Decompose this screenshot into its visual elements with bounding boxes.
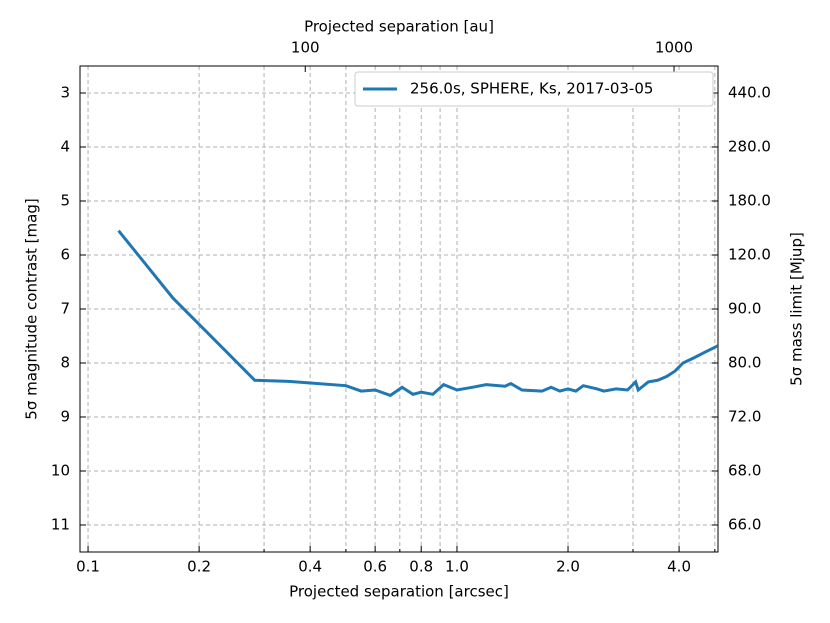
y2-tick-label: 120.0 bbox=[728, 246, 771, 264]
x2-axis-label: Projected separation [au] bbox=[304, 18, 494, 36]
y-tick-label: 6 bbox=[60, 246, 70, 264]
x-tick-label: 0.8 bbox=[409, 558, 433, 576]
x-tick-label: 0.2 bbox=[187, 558, 211, 576]
legend-box bbox=[354, 71, 714, 107]
x-tick-label: 4.0 bbox=[667, 558, 691, 576]
y2-tick-label: 440.0 bbox=[728, 84, 771, 102]
x-axis-label: Projected separation [arcsec] bbox=[289, 583, 509, 601]
y-tick-label: 3 bbox=[60, 84, 70, 102]
x-tick-label: 0.4 bbox=[298, 558, 322, 576]
y2-tick-label: 72.0 bbox=[728, 408, 761, 426]
y2-tick-label: 180.0 bbox=[728, 192, 771, 210]
data-line bbox=[117, 229, 718, 398]
x-tick-label: 1.0 bbox=[445, 558, 469, 576]
y2-tick-label: 68.0 bbox=[728, 462, 761, 480]
y2-tick-label: 280.0 bbox=[728, 138, 771, 156]
y2-tick-label: 90.0 bbox=[728, 300, 761, 318]
y-tick-label: 9 bbox=[60, 408, 70, 426]
x2-tick-label: 1000 bbox=[655, 39, 693, 57]
x2-tick-label: 100 bbox=[291, 39, 320, 57]
y2-tick-label: 66.0 bbox=[728, 516, 761, 534]
y-tick-label: 4 bbox=[60, 138, 70, 156]
x-tick-label: 2.0 bbox=[556, 558, 580, 576]
legend-label: 256.0s, SPHERE, Ks, 2017-03-05 bbox=[410, 80, 653, 98]
y-tick-label: 11 bbox=[51, 516, 70, 534]
x-tick-label: 0.6 bbox=[363, 558, 387, 576]
plot-frame bbox=[79, 65, 719, 553]
y-tick-label: 5 bbox=[60, 192, 70, 210]
y-axis-label: 5σ magnitude contrast [mag] bbox=[23, 198, 41, 419]
y-tick-label: 10 bbox=[51, 462, 70, 480]
x-tick-label: 0.1 bbox=[76, 558, 100, 576]
y2-tick-label: 80.0 bbox=[728, 354, 761, 372]
y-tick-label: 7 bbox=[60, 300, 70, 318]
y-tick-label: 8 bbox=[60, 354, 70, 372]
y2-axis-label: 5σ mass limit [Mjup] bbox=[788, 232, 806, 386]
